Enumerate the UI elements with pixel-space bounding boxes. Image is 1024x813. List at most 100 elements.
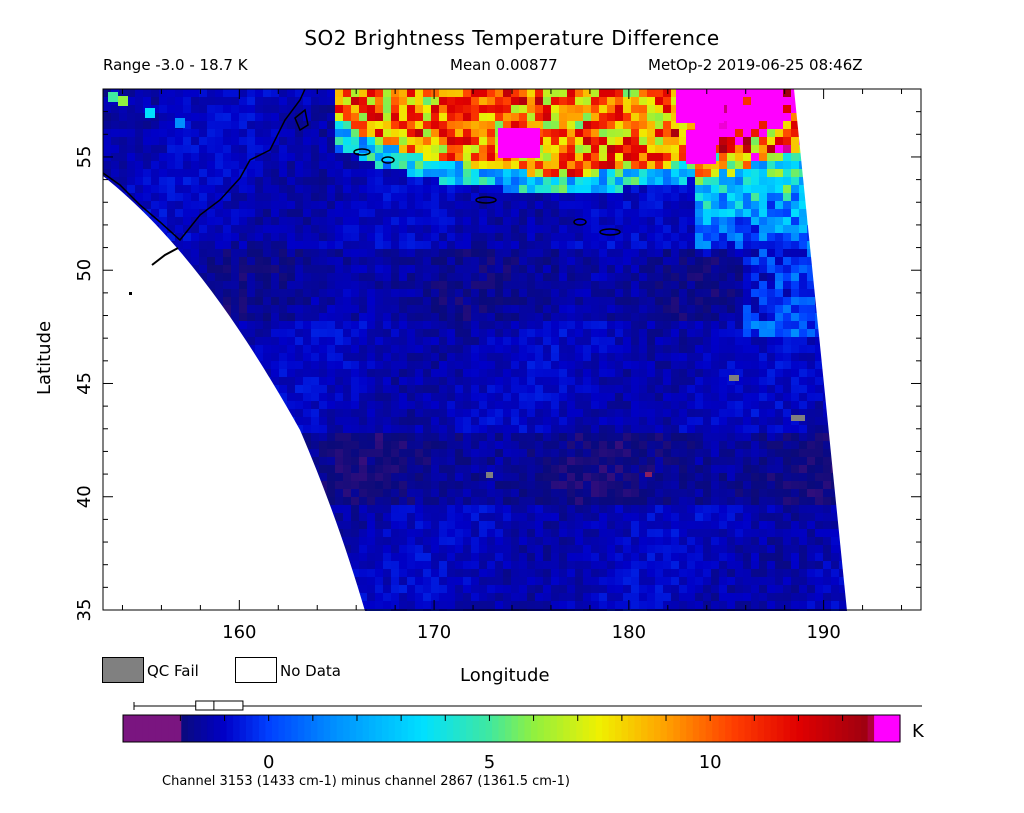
- heat-cell: [495, 193, 503, 201]
- heat-cell: [639, 209, 647, 217]
- heat-cell: [655, 337, 663, 345]
- heat-cell: [783, 489, 791, 497]
- heat-cell: [111, 489, 119, 497]
- heat-cell: [287, 233, 295, 241]
- heat-cell: [319, 89, 327, 97]
- heat-cell: [799, 105, 807, 113]
- heat-cell: [479, 385, 487, 393]
- heat-cell: [263, 113, 271, 121]
- heat-cell: [775, 289, 783, 297]
- heat-cell: [391, 257, 399, 265]
- heat-cell: [575, 145, 583, 153]
- heat-cell: [831, 273, 839, 281]
- heat-cell: [391, 329, 399, 337]
- heat-cell: [263, 369, 271, 377]
- heat-cell: [543, 417, 551, 425]
- heat-cell: [655, 217, 663, 225]
- heat-cell: [495, 369, 503, 377]
- heat-cell: [103, 161, 111, 169]
- heat-cell: [199, 225, 207, 233]
- heat-cell: [775, 489, 783, 497]
- heat-cell: [767, 337, 775, 345]
- heat-cell: [639, 337, 647, 345]
- heat-cell: [679, 497, 687, 505]
- heat-cell: [623, 137, 631, 145]
- heat-cell: [695, 489, 703, 497]
- heat-cell: [207, 97, 215, 105]
- heat-cell: [439, 457, 447, 465]
- heat-cell: [535, 393, 543, 401]
- heat-cell: [551, 321, 559, 329]
- heat-cell: [279, 177, 287, 185]
- heat-cell: [655, 161, 663, 169]
- heat-cell: [335, 321, 343, 329]
- heat-cell: [543, 481, 551, 489]
- heat-cell: [679, 121, 687, 129]
- heat-cell: [327, 121, 335, 129]
- heat-cell: [775, 113, 783, 121]
- heat-cell: [495, 273, 503, 281]
- heat-cell: [343, 297, 351, 305]
- heat-cell: [287, 457, 295, 465]
- heat-cell: [279, 305, 287, 313]
- heat-cell: [295, 185, 303, 193]
- heat-cell: [295, 193, 303, 201]
- heat-cell: [527, 465, 535, 473]
- heat-cell: [303, 457, 311, 465]
- heat-cell: [415, 241, 423, 249]
- heat-cell: [271, 369, 279, 377]
- heat-cell: [239, 481, 247, 489]
- heat-cell: [759, 433, 767, 441]
- heat-cell: [167, 305, 175, 313]
- heat-cell: [247, 385, 255, 393]
- heat-cell: [511, 497, 519, 505]
- heat-cell: [383, 305, 391, 313]
- heat-cell: [311, 377, 319, 385]
- heat-cell: [111, 289, 119, 297]
- heat-cell: [719, 273, 727, 281]
- heat-cell: [271, 353, 279, 361]
- heat-cell: [271, 361, 279, 369]
- heat-cell: [279, 257, 287, 265]
- heat-cell: [431, 385, 439, 393]
- heat-cell: [567, 369, 575, 377]
- heat-cell: [839, 393, 847, 401]
- heat-cell: [655, 305, 663, 313]
- heat-cell: [287, 185, 295, 193]
- heat-cell: [727, 145, 735, 153]
- heat-cell: [383, 281, 391, 289]
- heat-cell: [343, 337, 351, 345]
- heat-cell: [575, 209, 583, 217]
- heat-cell: [487, 457, 495, 465]
- heat-cell: [687, 425, 695, 433]
- heat-cell: [119, 241, 127, 249]
- heat-cell: [463, 201, 471, 209]
- heat-cell: [607, 161, 615, 169]
- heat-cell: [791, 121, 799, 129]
- heat-cell: [839, 273, 847, 281]
- heat-cell: [727, 121, 735, 129]
- heat-cell: [559, 409, 567, 417]
- heat-cell: [335, 465, 343, 473]
- heat-cell: [767, 225, 775, 233]
- heat-cell: [663, 225, 671, 233]
- heat-cell: [511, 425, 519, 433]
- heat-cell: [759, 217, 767, 225]
- heat-cell: [479, 337, 487, 345]
- heat-cell: [383, 473, 391, 481]
- heat-cell: [375, 345, 383, 353]
- heat-cell: [559, 473, 567, 481]
- heat-cell: [223, 137, 231, 145]
- heat-cell: [679, 481, 687, 489]
- heat-cell: [735, 473, 743, 481]
- heat-cell: [727, 193, 735, 201]
- heat-cell: [847, 313, 855, 321]
- heat-cell: [663, 417, 671, 425]
- heat-cell: [631, 265, 639, 273]
- heat-cell: [303, 377, 311, 385]
- heat-cell: [511, 225, 519, 233]
- heat-cell: [623, 233, 631, 241]
- heat-cell: [487, 129, 495, 137]
- heat-cell: [783, 217, 791, 225]
- heat-cell: [167, 265, 175, 273]
